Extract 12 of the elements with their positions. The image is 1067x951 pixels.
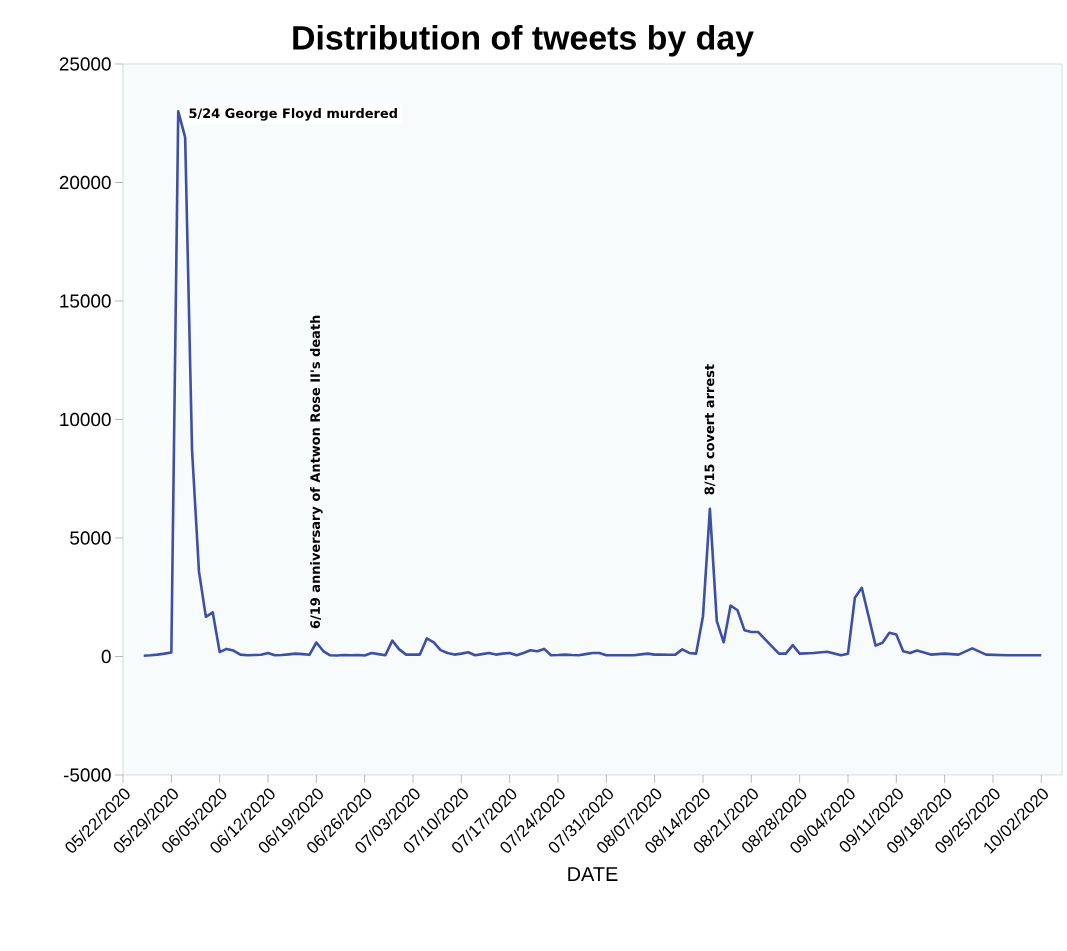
y-tick-label: 5000 <box>70 531 111 545</box>
y-tick-label: -5000 <box>63 768 111 782</box>
y-tick-label: 20000 <box>59 175 111 190</box>
y-tick-label: 25000 <box>59 57 111 71</box>
y-tick-label: 10000 <box>60 412 111 427</box>
y-tick-label: 15000 <box>60 294 111 308</box>
chart-title: Distribution of tweets by day <box>293 24 754 57</box>
y-tick-label: 0 <box>101 649 111 664</box>
annotation: 6/19 anniversary of Antwon Rose II's death <box>310 315 323 629</box>
annotation: 8/15 covert arrest <box>704 364 716 495</box>
x-axis-title: DATE <box>568 867 618 881</box>
annotation: 5/24 George Floyd murdered <box>189 108 397 121</box>
